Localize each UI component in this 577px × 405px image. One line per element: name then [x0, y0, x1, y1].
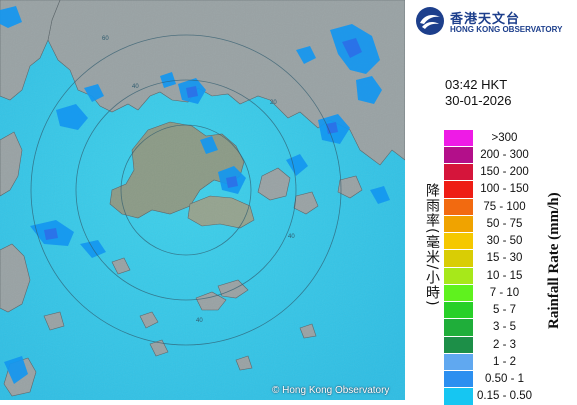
- rain-echo: [186, 86, 198, 98]
- legend-swatch: [444, 146, 473, 163]
- legend-row: >300: [444, 129, 536, 146]
- timestamp-date: 30-01-2026: [445, 93, 512, 108]
- rain-echo: [44, 228, 58, 240]
- legend-title-zh: 降雨率(毫米/小時): [424, 183, 440, 307]
- side-panel: 香港天文台 HONG KONG OBSERVATORY 03:42 HKT 30…: [405, 0, 577, 405]
- rainfall-legend: >300 200 - 300 150 - 200 100 - 150 75 - 100 5…: [444, 129, 536, 405]
- legend-swatch: [444, 336, 473, 353]
- legend-label: 150 - 200: [480, 166, 529, 179]
- legend-row: 7 - 10: [444, 284, 536, 301]
- legend-label: 0.15 - 0.50: [477, 390, 532, 403]
- rain-echo: [160, 72, 176, 88]
- legend-row: 15 - 30: [444, 250, 536, 267]
- legend-swatch: [444, 181, 473, 198]
- legend-swatch: [444, 250, 473, 267]
- legend-title-en: Rainfall Rate (mm/h): [546, 192, 562, 329]
- legend-row: 75 - 100: [444, 198, 536, 215]
- legend-row: 50 - 75: [444, 215, 536, 232]
- radar-map[interactable]: 60 40 20 40 40 © Hong Kong Observatory: [0, 0, 405, 400]
- legend-swatch: [444, 164, 473, 181]
- legend-label: 5 - 7: [492, 304, 516, 317]
- legend-swatch: [444, 129, 473, 146]
- rain-echo: [356, 76, 382, 104]
- legend-swatch: [444, 353, 473, 370]
- legend-row: 5 - 7: [444, 302, 536, 319]
- range-label: 60: [102, 36, 109, 42]
- rain-echo: [84, 84, 104, 102]
- land-texture: [0, 0, 405, 400]
- legend-label: 200 - 300: [480, 148, 529, 161]
- range-ring-outer: [30, 34, 342, 346]
- range-rings: [30, 34, 342, 346]
- legend-row: 1 - 2: [444, 353, 536, 370]
- legend-row: 0.50 - 1: [444, 371, 536, 388]
- range-ring-middle: [75, 79, 297, 301]
- logo-title-zh: 香港天文台: [450, 12, 521, 27]
- legend-label: 50 - 75: [486, 217, 523, 230]
- legend-swatch: [444, 233, 473, 250]
- copyright-text: © Hong Kong Observatory: [272, 385, 390, 396]
- legend-label: 30 - 50: [486, 235, 523, 248]
- legend-label: 7 - 10: [489, 286, 520, 299]
- legend-label: 2 - 3: [492, 338, 516, 351]
- legend-swatch: [444, 284, 473, 301]
- range-label: 40: [132, 84, 139, 90]
- legend-row: 30 - 50: [444, 233, 536, 250]
- legend-swatch: [444, 267, 473, 284]
- legend-row: 3 - 5: [444, 319, 536, 336]
- rain-echo: [4, 356, 28, 384]
- legend-label: 15 - 30: [486, 252, 523, 265]
- legend-swatch: [444, 198, 473, 215]
- range-ring-labels: 60 40 20 40 40: [102, 36, 295, 324]
- rain-echo: [296, 46, 316, 64]
- legend-row: 100 - 150: [444, 181, 536, 198]
- legend-label: 3 - 5: [492, 321, 516, 334]
- legend-row: 200 - 300: [444, 146, 536, 163]
- legend-label: 100 - 150: [480, 183, 529, 196]
- rain-echo: [56, 104, 88, 130]
- radar-map-canvas: 60 40 20 40 40: [0, 0, 405, 400]
- legend-label: 75 - 100: [483, 200, 526, 213]
- rain-echoes: [0, 6, 390, 384]
- legend-label: 1 - 2: [492, 355, 516, 368]
- rain-echo: [0, 6, 22, 28]
- legend-swatch: [444, 215, 473, 232]
- logo-title-en: HONG KONG OBSERVATORY: [450, 25, 563, 34]
- legend-row: 150 - 200: [444, 164, 536, 181]
- rain-echo: [370, 186, 390, 204]
- range-ring-inner: [120, 124, 252, 256]
- legend-label: 10 - 15: [486, 269, 523, 282]
- legend-label: 0.50 - 1: [485, 373, 524, 386]
- timestamp: 03:42 HKT 30-01-2026: [445, 77, 512, 109]
- legend-swatch: [444, 388, 473, 405]
- legend-swatch: [444, 302, 473, 319]
- legend-row: 10 - 15: [444, 267, 536, 284]
- range-label: 20: [270, 100, 277, 106]
- range-label: 40: [288, 234, 295, 240]
- legend-row: 2 - 3: [444, 336, 536, 353]
- range-label: 40: [196, 318, 203, 324]
- rain-echo: [342, 38, 362, 58]
- legend-swatch: [444, 371, 473, 388]
- observatory-logo[interactable]: 香港天文台 HONG KONG OBSERVATORY: [415, 6, 575, 36]
- legend-swatch: [444, 319, 473, 336]
- rain-echo: [200, 136, 218, 154]
- legend-row: 0.15 - 0.50: [444, 388, 536, 405]
- legend-label: >300: [491, 131, 518, 144]
- timestamp-time: 03:42 HKT: [445, 77, 508, 92]
- observatory-emblem-icon: [416, 7, 444, 35]
- rain-echo: [226, 176, 238, 188]
